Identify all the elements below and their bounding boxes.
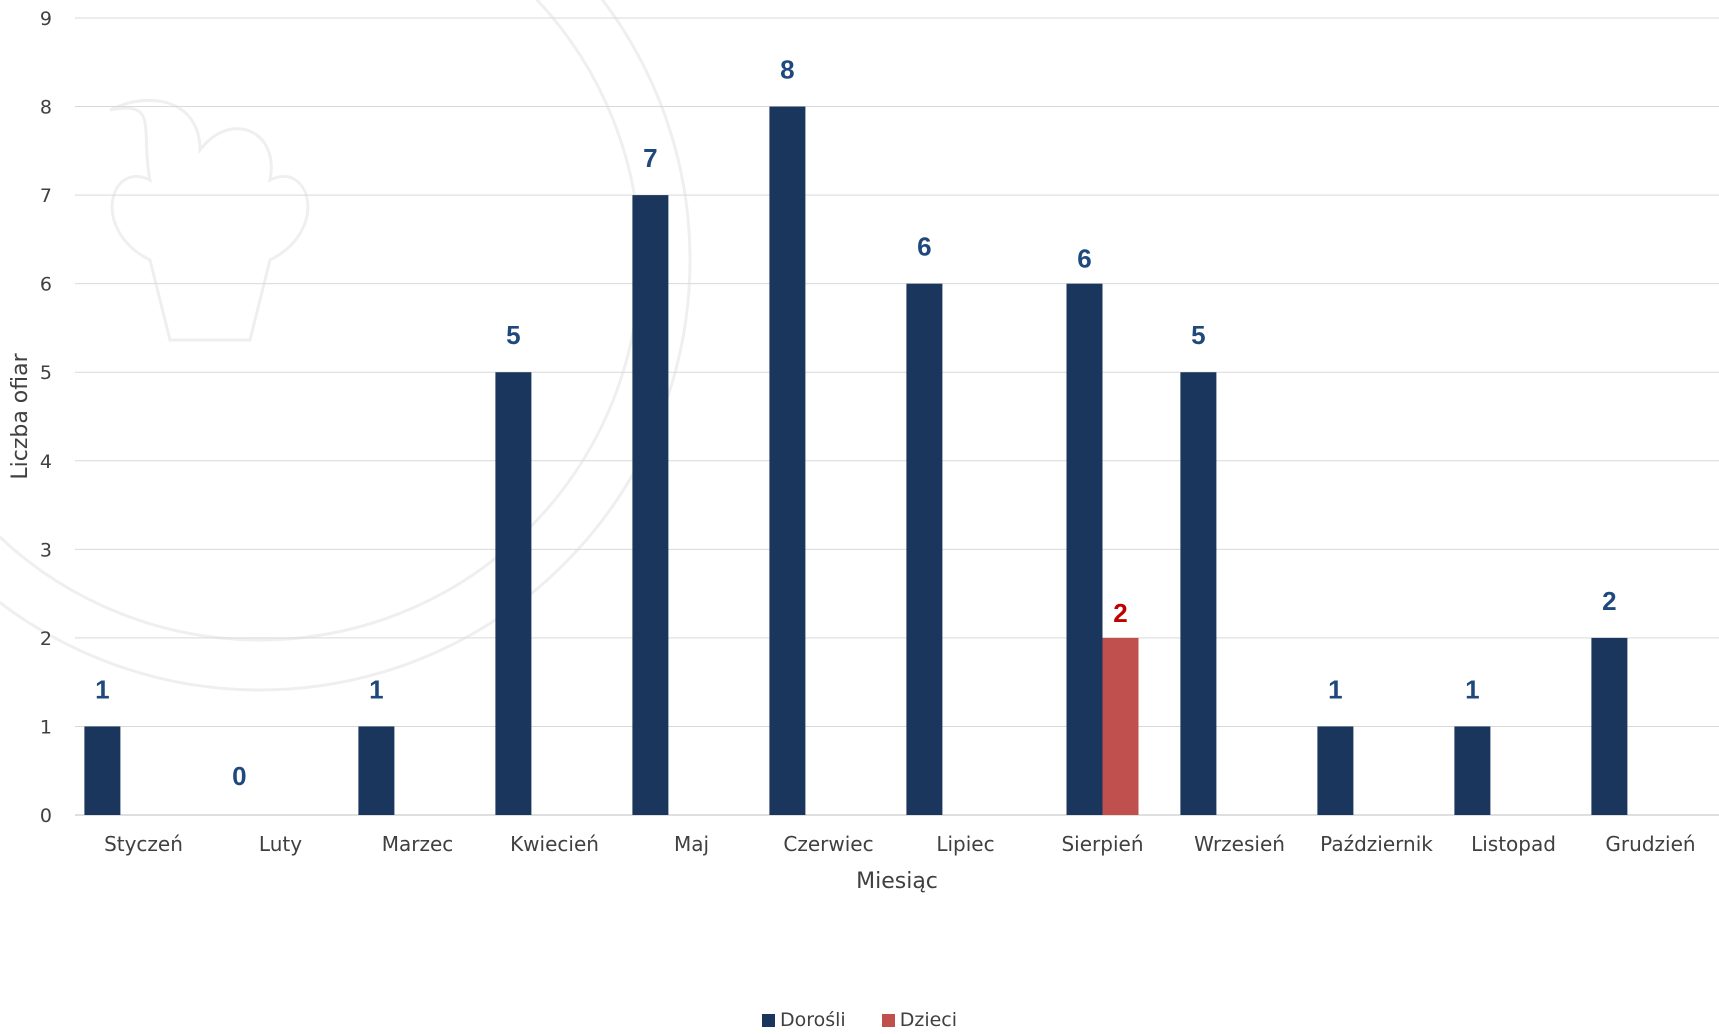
data-label-children: 2 — [1113, 598, 1127, 628]
bar-adults — [1066, 283, 1103, 816]
data-label-adults: 8 — [780, 55, 794, 85]
bar-adults — [769, 106, 806, 816]
bar-adults — [1180, 372, 1217, 815]
y-tick-label: 8 — [40, 97, 52, 119]
bar-adults — [495, 372, 532, 815]
y-axis-ticks: 0 1 2 3 4 5 6 7 8 9 — [40, 8, 52, 827]
data-label-adults: 0 — [232, 761, 246, 791]
data-label-adults: 6 — [917, 232, 931, 262]
y-tick-label: 0 — [40, 805, 52, 827]
x-axis-title: Miesiąc — [856, 869, 938, 894]
x-tick-label: Listopad — [1471, 832, 1556, 856]
data-labels: 1 0 1 5 7 8 6 6 2 5 1 1 2 — [95, 55, 1616, 791]
x-tick-label: Luty — [259, 832, 302, 856]
x-tick-label: Lipiec — [936, 832, 994, 856]
legend: Dorośli Dzieci — [0, 1009, 1719, 1031]
data-label-adults: 2 — [1602, 586, 1616, 616]
bar-adults — [632, 195, 669, 816]
data-label-adults: 1 — [1465, 674, 1479, 704]
x-tick-label: Sierpień — [1061, 832, 1143, 856]
y-tick-label: 2 — [40, 628, 52, 650]
x-tick-label: Maj — [674, 832, 709, 856]
bar-adults — [358, 726, 395, 815]
y-tick-label: 1 — [40, 716, 52, 738]
bar-adults — [84, 726, 121, 815]
x-tick-label: Kwiecień — [510, 832, 599, 856]
y-tick-label: 5 — [40, 362, 52, 384]
bar-adults — [906, 283, 943, 816]
data-label-adults: 7 — [643, 143, 657, 173]
y-tick-label: 9 — [40, 8, 52, 30]
legend-item-adults: Dorośli — [761, 1009, 846, 1031]
data-label-adults: 5 — [1191, 320, 1205, 350]
bar-children — [1102, 637, 1139, 815]
y-axis-title: Liczba ofiar — [8, 352, 33, 479]
y-tick-label: 3 — [40, 539, 52, 561]
data-label-adults: 6 — [1077, 244, 1091, 274]
bars — [84, 106, 1628, 816]
x-tick-label: Wrzesień — [1194, 832, 1285, 856]
legend-swatch-children — [881, 1013, 895, 1027]
legend-swatch-adults — [761, 1013, 775, 1027]
gridlines — [75, 17, 1719, 816]
x-tick-label: Grudzień — [1605, 832, 1695, 856]
x-tick-label: Styczeń — [104, 832, 183, 856]
data-label-adults: 5 — [506, 320, 520, 350]
x-tick-label: Marzec — [382, 832, 454, 856]
legend-label-children: Dzieci — [899, 1009, 958, 1031]
legend-item-children: Dzieci — [881, 1009, 958, 1031]
bar-adults — [1591, 637, 1628, 815]
y-tick-label: 4 — [40, 451, 52, 473]
data-label-adults: 1 — [369, 674, 383, 704]
legend-label-adults: Dorośli — [779, 1009, 846, 1031]
y-tick-label: 7 — [40, 185, 52, 207]
x-tick-label: Czerwiec — [783, 832, 873, 856]
watermark-emblem — [0, 0, 692, 692]
data-label-adults: 1 — [1328, 674, 1342, 704]
x-tick-label: Październik — [1320, 832, 1433, 856]
y-tick-label: 6 — [40, 274, 52, 296]
x-axis-ticks: Styczeń Luty Marzec Kwiecień Maj Czerwiec Lipi… — [104, 832, 1696, 856]
bar-adults — [1454, 726, 1491, 815]
data-label-adults: 1 — [95, 674, 109, 704]
bar-adults — [1317, 726, 1354, 815]
